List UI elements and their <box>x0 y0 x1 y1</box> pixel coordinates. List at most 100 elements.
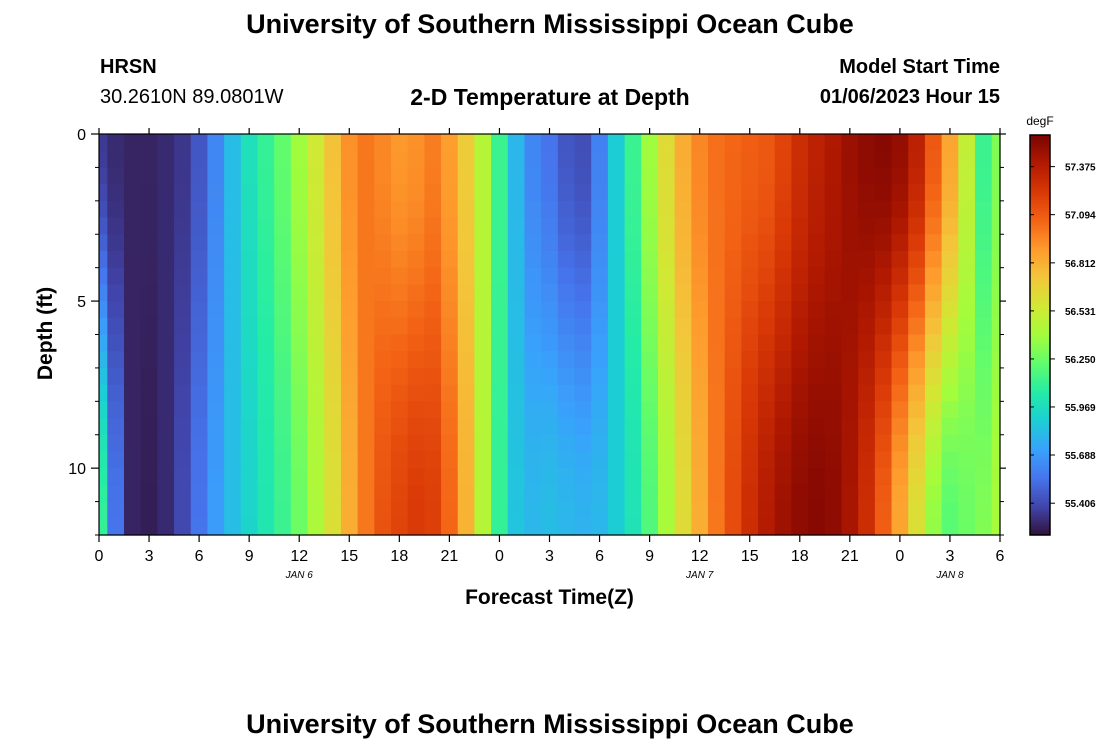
heatmap-cell <box>190 484 209 503</box>
heatmap-cell <box>374 200 392 219</box>
heatmap-cell <box>958 234 976 252</box>
heatmap-cell <box>474 267 492 285</box>
heatmap-cell <box>824 234 843 252</box>
heatmap-cell <box>924 351 943 369</box>
heatmap-cell <box>257 501 275 519</box>
heatmap-cell <box>340 484 359 503</box>
heatmap-cell <box>190 401 209 419</box>
heatmap-cell <box>491 150 509 169</box>
heatmap-cell <box>390 234 409 252</box>
heatmap-cell <box>290 217 309 235</box>
heatmap-cell <box>691 518 709 536</box>
heatmap-cell <box>257 167 275 185</box>
heatmap-cell <box>657 334 676 352</box>
heatmap-cell <box>224 250 242 269</box>
heatmap-cell <box>357 367 375 386</box>
heatmap-cell <box>274 134 292 152</box>
heatmap-cell <box>641 384 659 402</box>
heatmap-cell <box>591 217 609 235</box>
x-tick-label: 21 <box>841 548 859 565</box>
heatmap-cell <box>591 418 609 436</box>
heatmap-cell <box>407 418 425 436</box>
heatmap-cell <box>808 351 826 369</box>
heatmap-cell <box>974 401 993 419</box>
heatmap-cell <box>224 484 242 503</box>
heatmap-cell <box>691 367 709 386</box>
heatmap-cell <box>557 134 576 152</box>
heatmap-cell <box>307 384 325 402</box>
heatmap-cell <box>674 351 692 369</box>
heatmap-cell <box>474 317 492 336</box>
heatmap-cell <box>641 234 659 252</box>
heatmap-cell <box>324 267 342 285</box>
heatmap-cell <box>374 334 392 352</box>
heatmap-cell <box>207 451 225 469</box>
heatmap-cell <box>641 501 659 519</box>
heatmap-cell <box>607 434 626 453</box>
heatmap-cell <box>424 401 442 419</box>
heatmap-cell <box>240 184 259 202</box>
heatmap-cell <box>691 484 709 503</box>
heatmap-cell <box>557 434 576 453</box>
heatmap-cell <box>591 150 609 169</box>
heatmap-cell <box>457 468 476 486</box>
heatmap-cell <box>624 301 642 319</box>
heatmap-cell <box>607 234 626 252</box>
heatmap-cell <box>941 484 959 503</box>
heatmap-cell <box>491 384 509 402</box>
heatmap-cell <box>224 217 242 235</box>
heatmap-cell <box>874 134 893 152</box>
heatmap-cell <box>724 384 742 402</box>
heatmap-cell <box>607 167 626 185</box>
heatmap-cell <box>124 384 142 402</box>
heatmap-cell <box>841 518 859 536</box>
heatmap-cell <box>624 501 642 519</box>
heatmap-cell <box>124 367 142 386</box>
heatmap-cell <box>941 367 959 386</box>
heatmap-cell <box>557 167 576 185</box>
heatmap-cell <box>340 317 359 336</box>
heatmap-cell <box>591 184 609 202</box>
heatmap-cell <box>958 334 976 352</box>
heatmap-cell <box>724 418 742 436</box>
heatmap-cell <box>457 150 476 169</box>
heatmap-cell <box>891 451 909 469</box>
heatmap-cell <box>140 334 158 352</box>
heatmap-cell <box>758 484 776 503</box>
heatmap-cell <box>824 301 843 319</box>
heatmap-cell <box>874 217 893 235</box>
heatmap-cell <box>607 217 626 235</box>
heatmap-cell <box>441 150 459 169</box>
heatmap-cell <box>157 217 175 235</box>
heatmap-cell <box>557 418 576 436</box>
heatmap-cell <box>357 284 375 302</box>
heatmap-cell <box>924 518 943 536</box>
heatmap-cell <box>858 384 876 402</box>
heatmap-cell <box>491 518 509 536</box>
heatmap-cell <box>541 250 559 269</box>
heatmap-cell <box>557 484 576 503</box>
heatmap-cell <box>157 334 175 352</box>
heatmap-cell <box>107 418 125 436</box>
heatmap-cell <box>808 217 826 235</box>
heatmap-cell <box>824 434 843 453</box>
heatmap-cell <box>858 317 876 336</box>
heatmap-cell <box>958 451 976 469</box>
heatmap-cell <box>741 301 759 319</box>
heatmap-cell <box>791 217 809 235</box>
heatmap-cell <box>140 167 158 185</box>
heatmap-cell <box>140 267 158 285</box>
heatmap-cell <box>841 468 859 486</box>
heatmap-cell <box>824 351 843 369</box>
heatmap-cell <box>441 367 459 386</box>
heatmap-cell <box>240 317 259 336</box>
heatmap-cell <box>457 267 476 285</box>
heatmap-cell <box>140 468 158 486</box>
heatmap-cell <box>858 167 876 185</box>
heatmap-cell <box>99 468 108 486</box>
heatmap-cell <box>257 250 275 269</box>
heatmap-cell <box>224 451 242 469</box>
heatmap-cell <box>724 217 742 235</box>
heatmap-cell <box>941 267 959 285</box>
heatmap-cell <box>624 418 642 436</box>
